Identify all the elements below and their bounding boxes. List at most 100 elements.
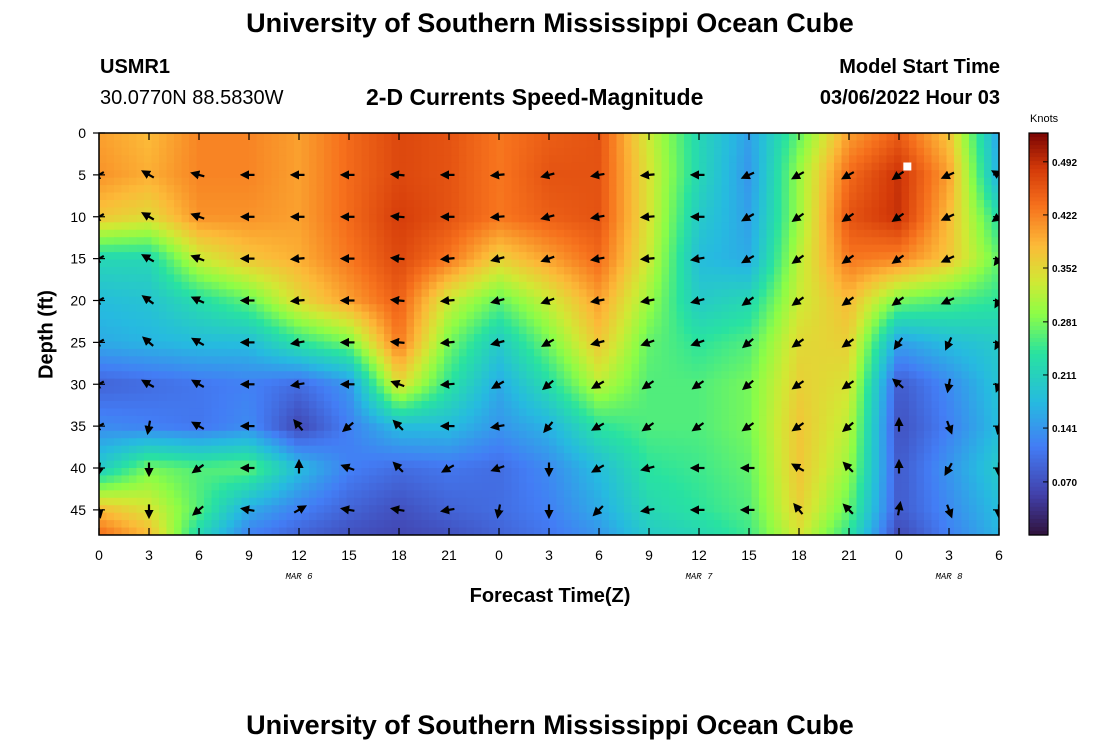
heat-cell: [496, 207, 505, 216]
heat-cell: [519, 401, 528, 410]
heat-cell: [496, 393, 505, 402]
heat-cell: [751, 155, 760, 164]
heat-cell: [579, 430, 588, 439]
heat-cell: [264, 430, 273, 439]
heat-cell: [879, 244, 888, 253]
heat-cell: [519, 348, 528, 357]
heat-cell: [391, 356, 400, 365]
heat-cell: [489, 386, 498, 395]
heat-cell: [496, 408, 505, 417]
heat-cell: [331, 200, 340, 209]
heat-cell: [654, 140, 663, 149]
heat-cell: [969, 430, 978, 439]
heat-cell: [211, 401, 220, 410]
heat-cell: [436, 170, 445, 179]
heat-cell: [406, 356, 415, 365]
heat-cell: [594, 371, 603, 380]
heat-cell: [751, 415, 760, 424]
heat-cell: [976, 140, 985, 149]
heat-cell: [166, 348, 175, 357]
heat-cell: [639, 140, 648, 149]
heat-cell: [361, 341, 370, 350]
heat-cell: [136, 207, 145, 216]
heat-cell: [414, 281, 423, 290]
heat-cell: [369, 334, 378, 343]
heat-cell: [571, 185, 580, 194]
heat-cell: [939, 259, 948, 268]
heat-cell: [301, 267, 310, 276]
heat-cell: [106, 311, 115, 320]
heat-cell: [451, 281, 460, 290]
heat-cell: [331, 140, 340, 149]
heat-cell: [204, 415, 213, 424]
heat-cell: [834, 267, 843, 276]
heat-cell: [804, 147, 813, 156]
heat-cell: [931, 170, 940, 179]
heat-cell: [384, 378, 393, 387]
heat-cell: [564, 155, 573, 164]
heat-cell: [601, 393, 610, 402]
heat-cell: [324, 207, 333, 216]
heat-cell: [339, 267, 348, 276]
heat-cell: [121, 155, 130, 164]
heat-cell: [991, 267, 999, 276]
heat-cell: [631, 289, 640, 298]
heat-cell: [189, 259, 198, 268]
heat-cell: [196, 393, 205, 402]
heat-cell: [909, 304, 918, 313]
heat-cell: [759, 356, 768, 365]
heat-cell: [639, 147, 648, 156]
heat-cell: [309, 408, 318, 417]
heat-cell: [204, 341, 213, 350]
heat-cell: [781, 430, 790, 439]
heat-cell: [316, 341, 325, 350]
heat-cell: [406, 185, 415, 194]
heat-cell: [391, 326, 400, 335]
heat-cell: [316, 259, 325, 268]
heat-cell: [301, 356, 310, 365]
heat-cell: [406, 214, 415, 223]
heat-cell: [864, 252, 873, 261]
heat-cell: [204, 252, 213, 261]
heat-cell: [399, 244, 408, 253]
heat-cell: [189, 371, 198, 380]
heat-cell: [789, 252, 798, 261]
heat-cell: [556, 319, 565, 328]
heat-cell: [789, 304, 798, 313]
heat-cell: [226, 274, 235, 283]
heat-cell: [429, 408, 438, 417]
heat-cell: [429, 378, 438, 387]
heat-cell: [879, 371, 888, 380]
heat-cell: [256, 341, 265, 350]
heat-cell: [601, 244, 610, 253]
heat-cell: [916, 259, 925, 268]
heat-cell: [511, 304, 520, 313]
heat-cell: [804, 386, 813, 395]
heat-cell: [699, 386, 708, 395]
heat-cell: [669, 311, 678, 320]
heat-cell: [871, 356, 880, 365]
heat-cell: [324, 244, 333, 253]
heat-cell: [849, 259, 858, 268]
heat-cell: [121, 296, 130, 305]
heat-cell: [886, 401, 895, 410]
heat-cell: [436, 438, 445, 447]
heat-cell: [181, 356, 190, 365]
heat-cell: [511, 415, 520, 424]
heat-cell: [886, 177, 895, 186]
heat-cell: [211, 430, 220, 439]
heat-cell: [564, 162, 573, 171]
heat-cell: [151, 133, 160, 142]
heat-cell: [421, 200, 430, 209]
heat-cell: [219, 356, 228, 365]
heat-cell: [699, 214, 708, 223]
heat-cell: [406, 430, 415, 439]
heat-cell: [459, 177, 468, 186]
heat-cell: [481, 170, 490, 179]
heat-cell: [624, 415, 633, 424]
heat-cell: [841, 289, 850, 298]
heat-cell: [414, 296, 423, 305]
heat-cell: [579, 386, 588, 395]
heat-cell: [451, 267, 460, 276]
heat-cell: [931, 133, 940, 142]
